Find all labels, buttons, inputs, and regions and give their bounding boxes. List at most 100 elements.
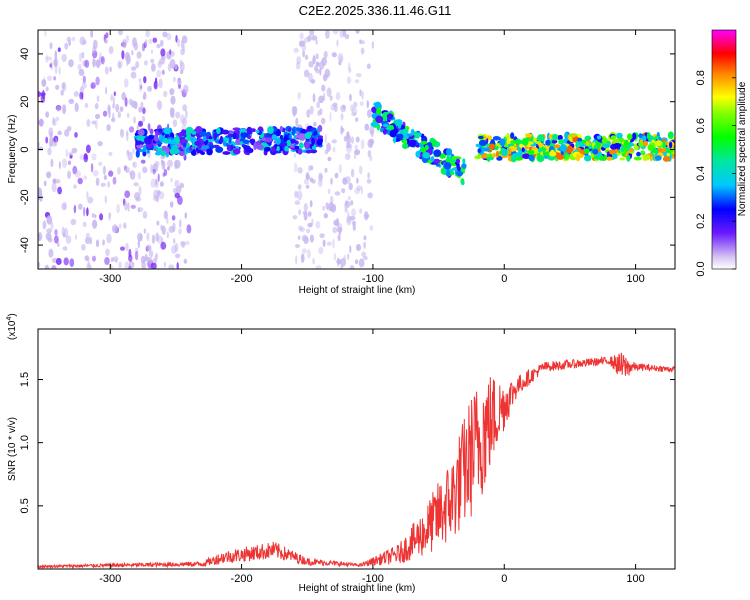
spectrogram-cell — [646, 132, 651, 140]
spectrogram-cell — [311, 145, 317, 150]
spectrogram-cell — [351, 208, 356, 217]
spectrogram-cell — [301, 234, 308, 242]
spectrogram-cell — [443, 161, 452, 170]
spectrogram-cell — [147, 85, 152, 92]
spectrogram-cell — [315, 221, 321, 229]
spectrogram-cell — [66, 126, 72, 132]
spectrogram-cell — [370, 121, 379, 127]
spectrogram-cell — [109, 66, 112, 73]
spectrogram-cell — [508, 148, 512, 155]
spectrogram-cell — [44, 264, 49, 269]
spectrogram-cell — [167, 159, 173, 168]
spectrogram-noise-band-left — [38, 30, 192, 269]
spectrogram-cell — [340, 125, 343, 135]
spectrogram-cell — [51, 182, 57, 193]
spectrogram-x-tick-label: -200 — [231, 273, 253, 285]
spectrogram-x-axis-label: Height of straight line (km) — [299, 285, 416, 296]
spectrogram-cell — [354, 144, 358, 150]
spectrogram-cell — [325, 30, 330, 39]
spectrogram-cell — [171, 50, 175, 57]
snr-marks — [38, 352, 675, 569]
spectrogram-cell — [142, 144, 147, 152]
spectrogram-cell — [527, 149, 535, 155]
spectrogram-cell — [167, 166, 170, 171]
spectrogram-cell — [329, 95, 333, 101]
spectrogram-cell — [330, 177, 333, 185]
spectrogram-x-tick-label: -300 — [99, 273, 121, 285]
spectrogram-cell — [294, 200, 301, 206]
spectrogram-cell — [47, 237, 53, 243]
spectrogram-cell — [86, 262, 91, 269]
spectrogram-cell — [331, 52, 337, 58]
colorbar: 0.0 0.2 0.4 0.6 0.8 Normalized spectral ampl… — [695, 29, 748, 277]
spectrogram-cell — [283, 131, 288, 136]
spectrogram-cell — [461, 180, 465, 186]
spectrogram-cell — [255, 144, 264, 150]
spectrogram-cell — [666, 152, 670, 157]
spectrogram-cell — [177, 132, 184, 137]
spectrogram-cell — [115, 103, 120, 113]
spectrogram-cell — [38, 91, 41, 97]
spectrogram-cell — [74, 102, 79, 113]
spectrogram-cell — [179, 240, 186, 247]
spectrogram-cell — [68, 59, 74, 68]
spectrogram-cell — [125, 35, 129, 43]
spectrogram-cell — [506, 132, 510, 141]
spectrogram-cell — [65, 148, 68, 158]
spectrogram-cell — [522, 138, 529, 146]
spectrogram-cell — [355, 136, 360, 143]
spectrogram-cell — [352, 220, 356, 226]
spectrogram-cell — [636, 151, 641, 157]
spectrogram-cell — [332, 30, 339, 35]
spectrogram-cell — [84, 255, 90, 262]
spectrogram-cell — [341, 188, 346, 194]
spectrogram-cell — [137, 171, 142, 180]
spectrogram-cell — [177, 38, 181, 47]
spectrogram-cell — [395, 119, 399, 127]
spectrogram-cell — [136, 136, 145, 141]
spectrogram-cell — [446, 169, 451, 177]
spectrogram-cell — [150, 58, 155, 64]
spectrogram-cell — [168, 264, 175, 269]
spectrogram-cell — [323, 92, 326, 101]
spectrogram-cell — [306, 109, 311, 118]
spectrogram-cell — [143, 228, 147, 234]
spectrogram-cell — [57, 130, 62, 136]
spectrogram-cell — [360, 139, 365, 150]
spectrogram-cell — [91, 153, 97, 161]
spectrogram-cell — [142, 107, 146, 115]
spectrogram-cell — [347, 253, 350, 261]
spectrogram-cell — [322, 205, 326, 211]
spectrogram-cell — [344, 200, 348, 206]
spectrogram-cell — [350, 104, 355, 112]
spectrogram-cell — [356, 177, 359, 184]
spectrogram-cell — [180, 39, 185, 50]
spectrogram-cell — [324, 167, 328, 173]
spectrogram-cell — [592, 148, 599, 155]
spectrogram-cell — [54, 64, 58, 75]
spectrogram-cell — [107, 104, 111, 114]
spectrogram-cell — [180, 48, 185, 56]
colorbar-tick-label: 0.6 — [695, 118, 707, 133]
spectrogram-cell — [74, 170, 81, 178]
spectrogram-cell — [402, 132, 410, 140]
spectrogram-cell — [359, 89, 362, 97]
snr-x-tick-label: -100 — [362, 573, 384, 585]
spectrogram-cell — [232, 127, 241, 131]
spectrogram-cell — [175, 35, 178, 43]
spectrogram-cell — [445, 148, 453, 156]
spectrogram-cell — [74, 132, 78, 138]
spectrogram-cell — [112, 96, 116, 106]
spectrogram-cell — [363, 235, 367, 241]
spectrogram-cell — [307, 35, 312, 42]
spectrogram-cell — [303, 202, 308, 212]
spectrogram-cell — [199, 131, 207, 137]
spectrogram-cell — [363, 255, 368, 261]
spectrogram-cell — [52, 137, 56, 143]
spectrogram-cell — [42, 220, 47, 230]
spectrogram-cell — [57, 186, 62, 195]
spectrogram-cell — [100, 56, 105, 65]
spectrogram-cell — [336, 257, 340, 267]
spectrogram-cell — [123, 222, 127, 229]
spectrogram-cell — [366, 178, 372, 184]
